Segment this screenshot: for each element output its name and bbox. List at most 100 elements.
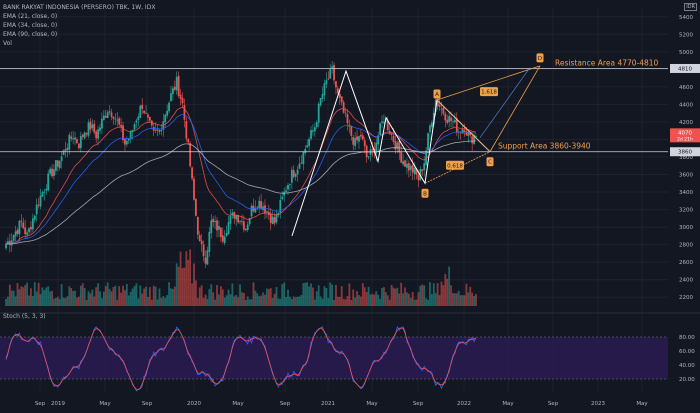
candle-body [89, 121, 92, 130]
volume-bar [231, 283, 234, 306]
candle-body [137, 116, 140, 120]
candle-body [423, 163, 426, 171]
volume-bar [145, 286, 147, 306]
candle-body [394, 140, 397, 150]
candle-body [198, 235, 201, 242]
candle-body [185, 121, 188, 139]
volume-bar [279, 298, 282, 306]
volume-bar [264, 294, 266, 306]
support-price-badge-bg [670, 147, 700, 157]
candle-body [108, 110, 111, 113]
y-tick-label: 5000 [679, 50, 693, 56]
point-badge-label: D [538, 56, 542, 62]
volume-bar [446, 278, 449, 306]
candle-body [359, 134, 362, 137]
stoch-tick-label: 40.00 [679, 363, 695, 369]
currency-badge[interactable]: IDR [684, 3, 697, 11]
candle-body [321, 94, 324, 99]
legend-ema21[interactable]: EMA (21, close, 0) [3, 13, 58, 20]
volume-bar [325, 288, 328, 306]
volume-bar [473, 295, 475, 306]
legend-ema34[interactable]: EMA (34, close, 0) [3, 22, 58, 29]
volume-bar [411, 292, 414, 306]
candle-body [388, 130, 391, 135]
candle-body [281, 196, 284, 200]
candle-body [381, 121, 383, 123]
candle-body [95, 131, 98, 139]
point-a: A [433, 89, 441, 99]
volume-bar [10, 290, 13, 306]
point-badge-label: B [423, 191, 427, 197]
volume-bar [175, 263, 178, 306]
volume-bar [76, 297, 78, 306]
volume-bar [392, 287, 395, 306]
candle-body [375, 142, 378, 154]
volume-bar [342, 298, 345, 306]
volume-bar [47, 286, 50, 306]
candle-body [7, 241, 9, 244]
volume-bar [77, 296, 80, 306]
volume-bar [388, 299, 391, 306]
candle-body [229, 215, 232, 224]
volume-bar [407, 293, 410, 306]
candle-body [333, 64, 335, 81]
x-tick-label: Sep [548, 401, 559, 407]
candle-body [187, 139, 190, 143]
candle-body [471, 136, 474, 144]
candle-body [323, 83, 326, 96]
candle-body [8, 240, 11, 245]
candle-body [302, 151, 305, 165]
candle-body [461, 129, 464, 134]
stoch-legend[interactable]: Stoch (5, 3, 3) [3, 313, 46, 320]
candle-body [202, 244, 205, 257]
volume-bar [294, 297, 297, 306]
volume-bar [66, 296, 69, 306]
volume-bar [229, 294, 232, 306]
legend-ema90[interactable]: EMA (90, close, 0) [3, 31, 58, 38]
volume-bar [267, 289, 270, 306]
volume-bar [168, 282, 170, 306]
ratio-1618: 1.618 [481, 90, 497, 96]
volume-bar [459, 295, 462, 306]
candle-body [227, 222, 230, 235]
volume-bar [49, 291, 52, 306]
candle-body [244, 228, 247, 231]
candle-body [175, 76, 178, 91]
volume-bar [122, 285, 124, 306]
candle-body [269, 213, 272, 223]
candle-body [392, 135, 395, 142]
candle-body [313, 127, 316, 132]
y-tick-label: 2200 [679, 295, 693, 301]
candle-body [354, 138, 357, 147]
volume-bar [398, 293, 401, 306]
candle-body [317, 103, 320, 123]
candle-body [64, 149, 67, 151]
volume-bar [72, 291, 75, 306]
volume-bar [371, 293, 374, 306]
volume-bars [5, 249, 477, 306]
volume-bar [338, 296, 341, 306]
volume-bar [89, 293, 92, 306]
volume-bar [104, 286, 107, 306]
candle-body [66, 147, 69, 151]
volume-bar [429, 282, 431, 306]
candle-body [85, 133, 88, 135]
symbol-title[interactable]: BANK RAKYAT INDONESIA (PERSERO) TBK, 1W,… [3, 4, 156, 11]
candle-body [221, 235, 224, 242]
volume-bar [97, 283, 99, 306]
x-tick-label: May [232, 401, 244, 407]
candle-body [448, 116, 451, 122]
volume-bar [114, 285, 117, 306]
volume-bar [162, 296, 165, 306]
y-tick-label: 4200 [679, 120, 693, 126]
volume-bar [434, 293, 437, 306]
volume-bar [438, 295, 441, 306]
y-tick-label: 5400 [679, 15, 693, 21]
volume-bar [358, 295, 360, 306]
volume-bar [356, 291, 358, 306]
volume-bar [95, 287, 98, 306]
candle-body [30, 226, 32, 230]
legend-volume[interactable]: Vol [3, 40, 12, 47]
